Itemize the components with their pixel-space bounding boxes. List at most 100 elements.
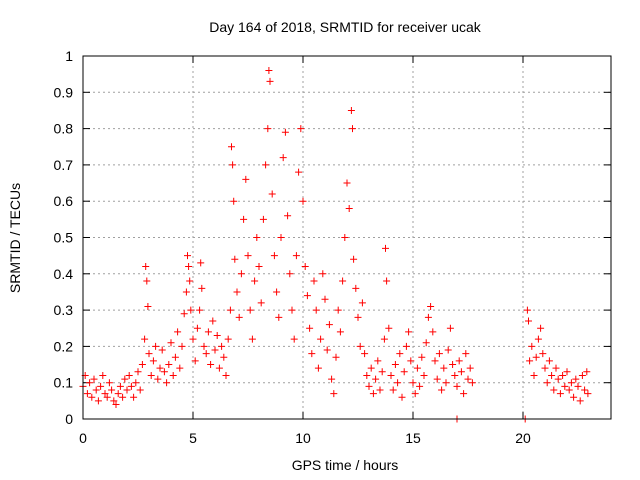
data-point xyxy=(158,346,166,354)
data-point xyxy=(103,393,111,401)
y-tick-label: 0.8 xyxy=(54,121,74,137)
data-point xyxy=(202,350,210,358)
data-point xyxy=(306,324,314,332)
data-point xyxy=(136,386,144,394)
data-point xyxy=(356,342,364,350)
data-point xyxy=(222,371,230,379)
data-point xyxy=(211,346,219,354)
data-point xyxy=(279,154,287,162)
data-point xyxy=(105,379,113,387)
data-point xyxy=(266,77,274,85)
data-point xyxy=(242,175,250,183)
data-point xyxy=(394,379,402,387)
data-point xyxy=(143,277,151,285)
data-point xyxy=(295,168,303,176)
data-point xyxy=(207,361,215,369)
data-point xyxy=(138,361,146,369)
data-point xyxy=(270,252,278,260)
data-point xyxy=(259,215,267,223)
data-point xyxy=(231,255,239,263)
data-point xyxy=(265,67,273,75)
data-point xyxy=(244,252,252,260)
data-point xyxy=(196,306,204,314)
data-point xyxy=(341,234,349,241)
data-point xyxy=(99,371,107,379)
data-point xyxy=(561,382,569,390)
data-point xyxy=(165,361,173,369)
data-point xyxy=(116,382,124,390)
x-tick-label: 15 xyxy=(405,430,421,446)
data-point xyxy=(349,125,356,133)
data-point xyxy=(363,371,371,379)
data-point xyxy=(125,371,133,379)
data-point xyxy=(396,350,404,358)
data-point xyxy=(385,324,393,332)
data-point xyxy=(154,375,162,383)
data-point xyxy=(198,284,206,292)
data-point xyxy=(292,252,300,260)
grid-lines xyxy=(83,56,611,419)
data-point xyxy=(312,306,320,314)
data-points xyxy=(79,67,592,423)
x-tick-label: 20 xyxy=(515,430,531,446)
data-point xyxy=(530,371,538,379)
data-point xyxy=(545,357,553,365)
data-point xyxy=(323,346,331,354)
data-point xyxy=(460,390,468,398)
data-point xyxy=(160,368,168,376)
data-point xyxy=(255,263,263,271)
data-point xyxy=(534,335,542,343)
data-point xyxy=(187,306,195,314)
data-point xyxy=(119,393,127,401)
data-point xyxy=(112,400,120,408)
data-point xyxy=(354,313,362,321)
data-point xyxy=(286,270,294,278)
data-point xyxy=(220,353,228,361)
data-point xyxy=(422,339,430,347)
data-point xyxy=(246,306,254,314)
data-point xyxy=(156,364,164,372)
data-point xyxy=(347,106,355,114)
data-point xyxy=(576,397,584,405)
chart-title: Day 164 of 2018, SRMTID for receiver uca… xyxy=(209,19,482,35)
data-point xyxy=(525,317,532,325)
data-point xyxy=(180,310,188,318)
x-tick-label: 0 xyxy=(79,430,87,446)
data-point xyxy=(376,386,384,394)
data-point xyxy=(185,263,193,271)
data-point xyxy=(537,324,545,332)
data-point xyxy=(235,313,243,321)
data-point xyxy=(314,364,322,372)
data-point xyxy=(578,371,586,379)
data-point xyxy=(407,357,415,365)
data-point xyxy=(230,197,238,205)
data-point xyxy=(574,382,582,390)
data-point xyxy=(570,393,578,401)
data-point xyxy=(523,306,531,314)
data-point xyxy=(532,353,540,361)
data-point xyxy=(308,350,316,358)
data-point xyxy=(281,128,289,136)
data-point xyxy=(108,386,116,394)
data-point xyxy=(178,342,186,350)
data-point xyxy=(264,125,272,133)
data-point xyxy=(144,302,152,310)
y-tick-label: 0.1 xyxy=(54,375,74,391)
data-point xyxy=(325,321,333,329)
data-point xyxy=(317,335,325,343)
data-point xyxy=(433,375,441,383)
data-point xyxy=(389,386,397,394)
data-point xyxy=(209,317,217,325)
data-point xyxy=(446,324,454,332)
data-point xyxy=(398,393,406,401)
data-point xyxy=(383,277,391,285)
data-point xyxy=(145,350,153,358)
data-point xyxy=(142,263,150,271)
data-point xyxy=(301,263,309,271)
data-point xyxy=(550,386,558,394)
data-point xyxy=(339,277,347,285)
data-point xyxy=(130,393,138,401)
data-point xyxy=(466,364,474,372)
data-point xyxy=(215,364,223,372)
data-point xyxy=(97,382,105,390)
